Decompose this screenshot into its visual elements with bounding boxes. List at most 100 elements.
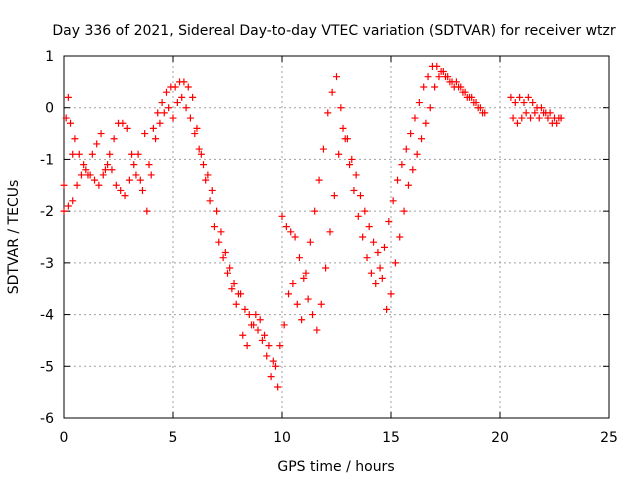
plot-frame [63,55,610,419]
data-point [224,269,231,277]
data-point [289,280,297,288]
data-point [226,264,234,272]
data-point [60,181,68,189]
data-point [256,316,264,324]
data-point [165,104,173,112]
data-point [527,114,535,122]
data-point [241,305,249,313]
data-point [263,352,271,360]
data-point [117,186,125,194]
data-point [352,171,360,179]
data-point [123,124,131,132]
data-point [378,274,386,282]
data-point [75,150,83,158]
data-point [138,186,146,194]
data-point [280,321,288,329]
data-point [370,238,378,246]
data-point [267,373,275,381]
data-point [337,104,345,112]
y-tick-label: 1 [45,49,54,65]
y-tick-label: -2 [40,204,54,220]
data-point [261,331,269,339]
data-point [518,114,526,122]
y-tick-label: 0 [45,101,54,117]
data-point [204,171,212,179]
data-point [274,383,282,391]
data-point [189,93,197,101]
data-point [104,161,112,169]
data-point [529,99,537,107]
axis-ticks: 0 5 10 15 20 25 -6 -5 -4 -3 -2 -1 0 1 [40,49,618,446]
data-point [77,171,85,179]
data-point [524,93,532,101]
data-point [444,73,452,81]
data-point [387,290,395,298]
data-point [265,342,273,350]
data-point [389,197,397,205]
data-point [300,274,308,282]
data-point [101,166,109,174]
data-point [152,135,160,143]
data-point [99,171,107,179]
data-point [64,93,72,101]
data-point [217,228,225,236]
data-point [169,114,177,122]
data-point [304,295,312,303]
data-point [232,300,240,308]
data-point [424,73,432,81]
data-point [73,181,81,189]
y-tick-label: -1 [40,152,54,168]
data-point [546,109,554,117]
data-point [522,109,530,117]
data-point [400,207,408,215]
data-point [173,99,181,107]
data-point [306,238,314,246]
data-point [302,269,310,277]
data-point [285,290,293,298]
data-point [178,93,186,101]
data-point [346,161,354,169]
data-point [461,88,469,96]
data-point [315,176,323,184]
data-point [317,300,325,308]
data-point [356,192,364,200]
x-tick-label: 15 [382,430,400,446]
data-point [540,109,548,117]
data-point [147,171,155,179]
data-point [457,83,465,91]
data-point [202,176,210,184]
data-point [82,166,90,174]
data-point [121,192,129,200]
data-point [479,109,487,117]
data-point [149,124,157,132]
data-points [60,62,565,391]
data-point [258,336,266,344]
data-point [322,264,330,272]
data-point [474,104,482,112]
data-point [348,155,356,163]
data-point [350,186,358,194]
data-point [324,109,332,117]
data-point [254,326,262,334]
data-point [200,161,208,169]
data-point [234,290,242,298]
y-axis-label: SDTVAR / TECUs [6,180,22,295]
data-point [219,254,227,262]
data-point [206,197,214,205]
data-point [313,326,321,334]
data-point [333,73,340,81]
data-point [86,171,94,179]
data-point [143,207,151,215]
data-point [130,161,138,169]
data-point [398,161,406,169]
grid-lines [64,56,609,418]
data-point [402,145,410,153]
data-point [330,192,338,200]
data-point [136,176,144,184]
data-point [433,62,441,70]
data-point [426,104,434,112]
data-point [367,269,375,277]
data-point [287,228,295,236]
data-point [465,93,473,101]
data-point [132,171,140,179]
